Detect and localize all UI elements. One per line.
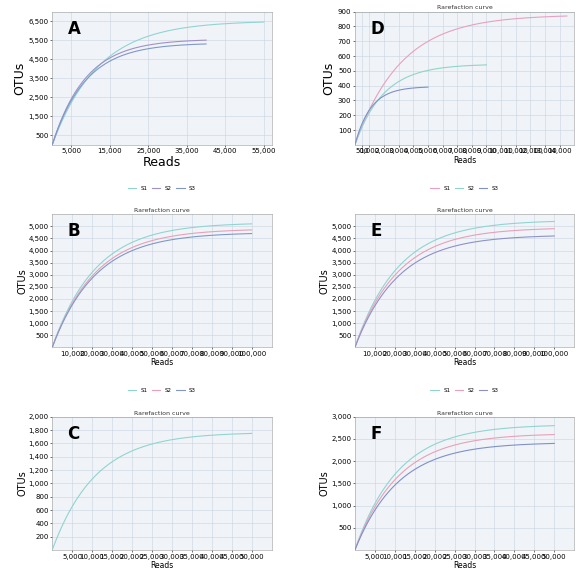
Legend: S1, S2, S3: S1, S2, S3 [125, 184, 198, 193]
X-axis label: Reads: Reads [453, 561, 476, 570]
Title: Rarefaction curve: Rarefaction curve [134, 411, 190, 416]
Legend: S1, S2, S3: S1, S2, S3 [125, 386, 198, 395]
Title: Rarefaction curve: Rarefaction curve [134, 208, 190, 213]
Text: D: D [370, 20, 384, 38]
Text: F: F [370, 425, 382, 443]
X-axis label: Reads: Reads [150, 358, 173, 367]
X-axis label: Reads: Reads [453, 358, 476, 367]
X-axis label: Reads: Reads [150, 561, 173, 570]
Y-axis label: OTUs: OTUs [322, 61, 335, 95]
Legend: S1, S2, S3: S1, S2, S3 [428, 386, 501, 395]
Text: B: B [67, 222, 80, 240]
Y-axis label: OTUs: OTUs [17, 471, 27, 496]
X-axis label: Reads: Reads [453, 156, 476, 165]
Text: E: E [370, 222, 382, 240]
Legend: S1, S2, S3: S1, S2, S3 [428, 184, 501, 193]
X-axis label: Reads: Reads [143, 156, 181, 168]
Text: C: C [67, 425, 80, 443]
Y-axis label: OTUs: OTUs [320, 471, 330, 496]
Y-axis label: OTUs: OTUs [320, 268, 330, 294]
Text: A: A [67, 20, 81, 38]
Title: Rarefaction curve: Rarefaction curve [437, 208, 492, 213]
Title: Rarefaction curve: Rarefaction curve [437, 411, 492, 416]
Y-axis label: OTUs: OTUs [13, 61, 26, 95]
Title: Rarefaction curve: Rarefaction curve [437, 5, 492, 10]
Y-axis label: OTUs: OTUs [17, 268, 27, 294]
